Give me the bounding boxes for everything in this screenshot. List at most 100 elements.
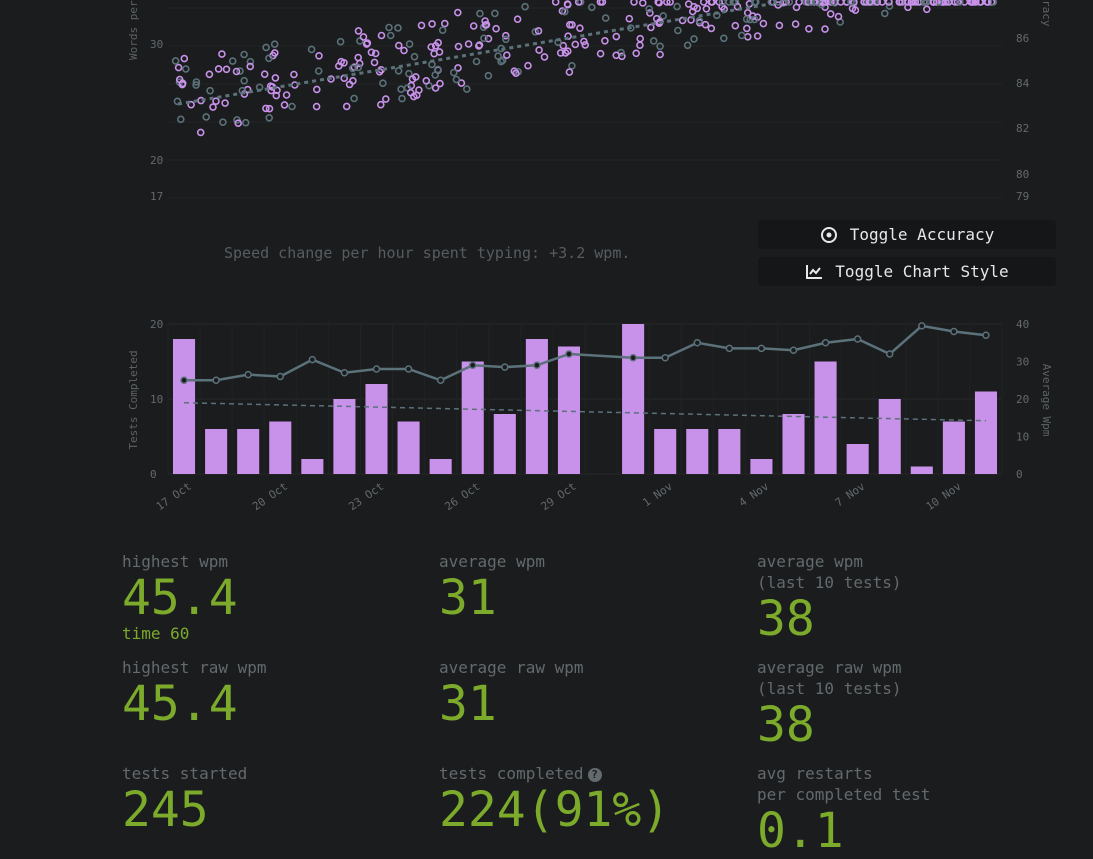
scatter-point [725, 0, 733, 6]
scatter-y-tick-left: 30 [150, 38, 163, 51]
scatter-point [246, 62, 254, 71]
average-wpm-point [982, 331, 990, 339]
average-wpm-point [340, 369, 349, 377]
scatter-point [972, 0, 980, 6]
scatter-point [707, 24, 716, 33]
scatter-point [699, 0, 708, 6]
scatter-point [265, 104, 274, 113]
scatter-point [371, 49, 380, 58]
scatter-point [440, 19, 449, 28]
scatter-point [342, 102, 351, 111]
scatter-point [497, 57, 505, 66]
x-axis-tick: 26 Oct [442, 480, 482, 513]
scatter-point [647, 23, 655, 32]
stat-card: tests started 245 [122, 763, 247, 836]
scatter-point [174, 63, 183, 72]
stat-label: avg restarts [757, 764, 873, 783]
scatter-point [406, 88, 415, 97]
scatter-point [260, 70, 269, 78]
scatter-point [701, 20, 710, 29]
scatter-point [907, 0, 916, 6]
scatter-point [733, 2, 742, 11]
scatter-point [187, 100, 195, 109]
scatter-point [196, 128, 205, 137]
scatter-point [885, 2, 894, 10]
left-axis-tick: 10 [150, 393, 163, 406]
scatter-point [878, 0, 886, 6]
scatter-point [480, 34, 488, 43]
average-wpm-point [468, 361, 477, 369]
average-wpm-point [244, 370, 252, 379]
scatter-point [376, 100, 385, 109]
average-wpm-point [789, 346, 798, 354]
scatter-point [354, 53, 363, 62]
average-wpm-point [565, 350, 573, 358]
scatter-point [262, 104, 270, 113]
stat-card: average raw wpm 31 [439, 657, 584, 730]
scatter-point [645, 5, 654, 13]
average-wpm-point [821, 339, 830, 347]
scatter-point [492, 24, 500, 33]
scatter-point [560, 7, 569, 16]
scatter-point [398, 94, 406, 103]
scatter-point [821, 0, 830, 6]
scatter-point [666, 0, 674, 6]
toggle-chart-style-button[interactable]: Toggle Chart Style [758, 257, 1056, 286]
x-axis-tick: 20 Oct [250, 480, 290, 513]
toggle-chart-style-label: Toggle Chart Style [835, 262, 1009, 281]
scatter-point [742, 24, 751, 33]
scatter-point [265, 54, 273, 63]
stat-value: 45.4 [122, 676, 238, 732]
toggle-accuracy-button[interactable]: Toggle Accuracy [758, 220, 1056, 249]
scatter-point [690, 35, 698, 43]
scatter-point [563, 47, 572, 56]
scatter-point [719, 34, 728, 43]
tests-completed-bar [878, 399, 901, 474]
average-wpm-point [661, 354, 669, 362]
stat-label-secondary: (last 10 tests) [757, 679, 902, 698]
scatter-point [436, 79, 444, 88]
scatter-point [449, 68, 458, 77]
scatter-y-tick-right: 80 [1016, 168, 1029, 181]
scatter-point [363, 39, 372, 47]
scatter-point [394, 24, 402, 32]
scatter-point [521, 2, 529, 11]
scatter-y-tick-right: 86 [1016, 32, 1029, 45]
scatter-point [240, 50, 248, 59]
scatter-point [180, 54, 189, 63]
tests-completed-bar [622, 324, 645, 474]
scatter-y-tick-right: 79 [1016, 190, 1029, 203]
scatter-point [759, 19, 768, 28]
scatter-point [205, 70, 214, 79]
scatter-point [656, 42, 664, 51]
tests-completed-bar [525, 339, 548, 474]
scatter-point [386, 31, 395, 40]
scatter-point [462, 85, 471, 93]
scatter-point [350, 94, 358, 103]
scatter-point [750, 15, 759, 24]
scatter-point [743, 32, 752, 41]
scatter-point [656, 50, 664, 59]
scatter-point [435, 48, 444, 56]
scatter-point [512, 69, 520, 77]
scatter-point [428, 20, 436, 28]
scatter-point [457, 79, 466, 87]
scatter-point [690, 2, 698, 11]
x-axis-tick: 4 Nov [737, 480, 772, 510]
x-axis-tick: 23 Oct [346, 480, 386, 513]
scatter-point [922, 5, 931, 14]
stat-label-secondary: (last 10 tests) [757, 573, 902, 592]
stat-value: 224(91%) [439, 782, 671, 838]
scatter-point [381, 95, 390, 103]
tests-completed-bar [686, 429, 709, 474]
scatter-point [767, 0, 776, 6]
tests-completed-bar [654, 429, 677, 474]
stat-label: average raw wpm [439, 658, 584, 677]
scatter-point [873, 0, 881, 6]
help-icon[interactable]: ? [587, 768, 602, 782]
scatter-point [535, 46, 543, 54]
tests-completed-bar [269, 421, 292, 474]
left-axis-tick: 0 [150, 468, 157, 481]
scatter-point [805, 24, 813, 33]
tests-completed-bar [333, 399, 356, 474]
